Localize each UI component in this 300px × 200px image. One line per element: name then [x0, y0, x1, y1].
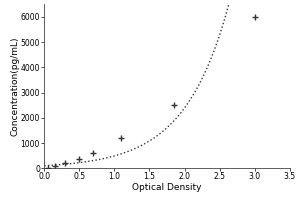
Y-axis label: Concentration(pg/mL): Concentration(pg/mL): [10, 36, 19, 136]
X-axis label: Optical Density: Optical Density: [132, 183, 202, 192]
